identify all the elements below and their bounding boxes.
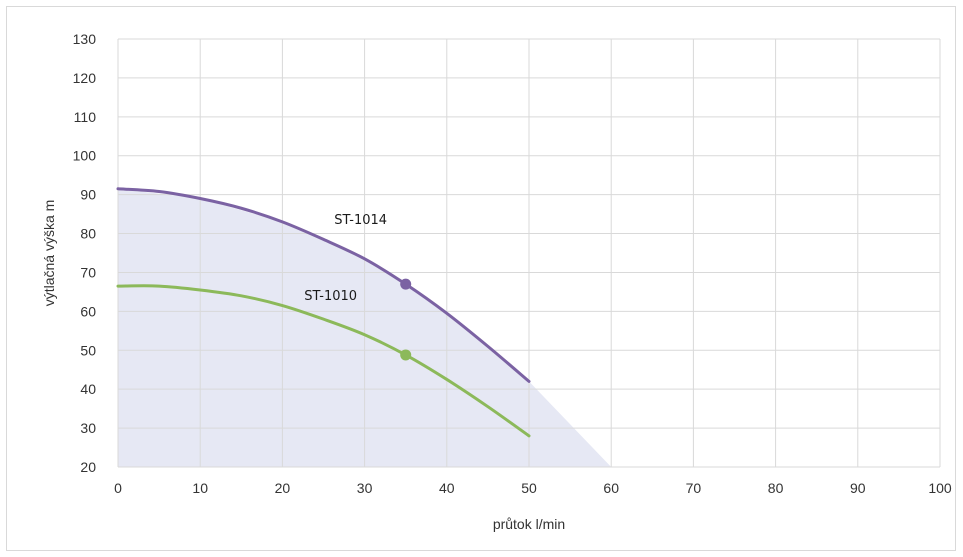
series-point-st-1010 [400, 349, 412, 361]
y-tick-label: 100 [73, 148, 97, 164]
x-axis-title: průtok l/min [493, 516, 565, 532]
x-tick-label: 100 [928, 480, 952, 496]
series-point-st-1014 [400, 278, 412, 290]
x-tick-label: 0 [114, 480, 122, 496]
x-tick-label: 50 [521, 480, 537, 496]
y-tick-label: 90 [80, 187, 96, 203]
y-axis-title: výtlačná výška m [41, 200, 57, 307]
y-tick-label: 110 [74, 109, 97, 125]
y-tick-label: 130 [73, 31, 97, 47]
y-tick-label: 50 [80, 342, 96, 358]
x-tick-label: 70 [686, 480, 702, 496]
x-tick-label: 90 [850, 480, 866, 496]
y-tick-label: 80 [80, 226, 96, 242]
y-tick-label: 20 [80, 459, 96, 475]
y-tick-label: 120 [73, 70, 97, 86]
x-tick-label: 60 [603, 480, 619, 496]
y-tick-label: 70 [80, 264, 96, 280]
series-line-st-1014 [116, 187, 531, 383]
x-tick-label: 10 [192, 480, 208, 496]
x-tick-label: 30 [357, 480, 373, 496]
x-tick-label: 80 [768, 480, 784, 496]
y-tick-label: 30 [80, 420, 96, 436]
x-tick-label: 40 [439, 480, 455, 496]
x-tick-label: 20 [275, 480, 291, 496]
y-tick-label: 60 [80, 303, 96, 319]
series-line-st-1010 [116, 284, 531, 438]
series-label-st-1010: ST-1010 [304, 289, 357, 304]
y-tick-label: 40 [80, 381, 96, 397]
series-label-st-1014: ST-1014 [334, 213, 387, 228]
